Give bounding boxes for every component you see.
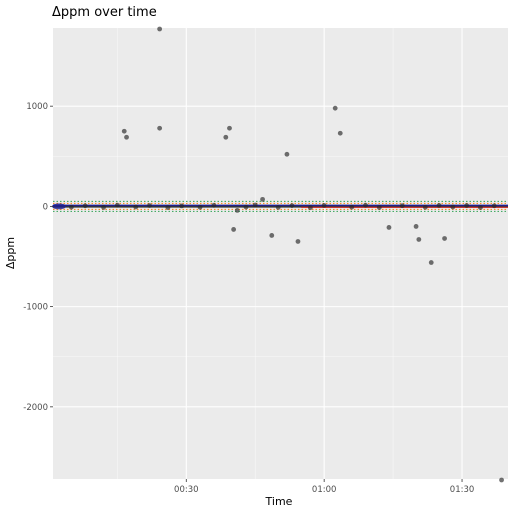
data-point	[231, 227, 237, 232]
data-point	[101, 204, 106, 210]
data-point	[450, 204, 456, 210]
plot-panel	[53, 28, 508, 479]
data-point	[82, 203, 88, 209]
data-point	[68, 204, 74, 210]
data-point	[121, 128, 127, 134]
data-point	[399, 203, 405, 209]
data-point	[157, 26, 163, 32]
y-tick-label: 0	[43, 202, 48, 212]
baseline-band	[52, 203, 508, 210]
data-point	[227, 125, 232, 131]
data-point	[295, 239, 301, 244]
data-point	[234, 208, 240, 213]
data-point	[269, 233, 275, 238]
data-point	[124, 134, 129, 140]
data-point	[332, 105, 338, 111]
y-tick-label: -1000	[23, 303, 48, 313]
data-point	[165, 205, 171, 210]
data-point	[413, 224, 419, 229]
reference-lines	[53, 200, 508, 212]
data-point	[436, 202, 442, 208]
data-point	[349, 204, 355, 210]
data-point	[223, 134, 229, 140]
data-point	[321, 202, 327, 208]
data-point	[211, 202, 217, 208]
x-tick-label: 01:00	[312, 485, 337, 495]
baseline-band-fill	[53, 205, 508, 208]
data-point	[442, 236, 447, 241]
data-point	[275, 204, 281, 210]
x-tick-label: 00:30	[174, 485, 199, 495]
data-points	[68, 26, 504, 483]
data-point	[147, 203, 152, 208]
data-point	[179, 203, 185, 209]
y-axis-ticks: -2000 -1000 0 1000	[23, 102, 53, 413]
data-point	[363, 202, 368, 208]
data-point	[289, 203, 295, 208]
data-point	[260, 196, 265, 202]
x-axis-title: Time	[265, 495, 293, 508]
data-point	[157, 125, 163, 131]
data-point	[243, 204, 249, 210]
data-point	[422, 204, 428, 210]
data-point	[428, 260, 434, 265]
data-point	[133, 204, 139, 210]
data-point	[499, 477, 504, 483]
chart-title: Δppm over time	[52, 5, 157, 20]
data-point	[197, 204, 203, 210]
data-point	[478, 205, 483, 210]
y-axis-title: Δppm	[4, 237, 17, 269]
baseline-band-start	[52, 203, 66, 210]
data-point	[307, 205, 313, 211]
data-point	[464, 203, 470, 208]
data-point	[491, 203, 497, 209]
data-point	[386, 225, 392, 230]
x-axis-ticks: 00:30 01:00 01:30	[174, 479, 474, 495]
data-point	[114, 202, 120, 208]
x-tick-label: 01:30	[450, 485, 475, 495]
data-point	[416, 237, 422, 242]
data-point	[337, 130, 343, 136]
y-tick-label: -2000	[23, 403, 48, 413]
data-point	[252, 202, 258, 208]
data-point	[376, 205, 382, 210]
y-tick-label: 1000	[26, 102, 48, 112]
data-point	[284, 151, 290, 157]
